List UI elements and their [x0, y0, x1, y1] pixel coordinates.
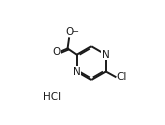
- Text: HCl: HCl: [43, 92, 61, 102]
- Text: N: N: [73, 66, 81, 76]
- Text: O: O: [53, 47, 61, 57]
- Text: −: −: [71, 27, 78, 36]
- Text: N: N: [102, 50, 110, 60]
- Text: Cl: Cl: [116, 72, 126, 82]
- Text: O: O: [65, 27, 73, 37]
